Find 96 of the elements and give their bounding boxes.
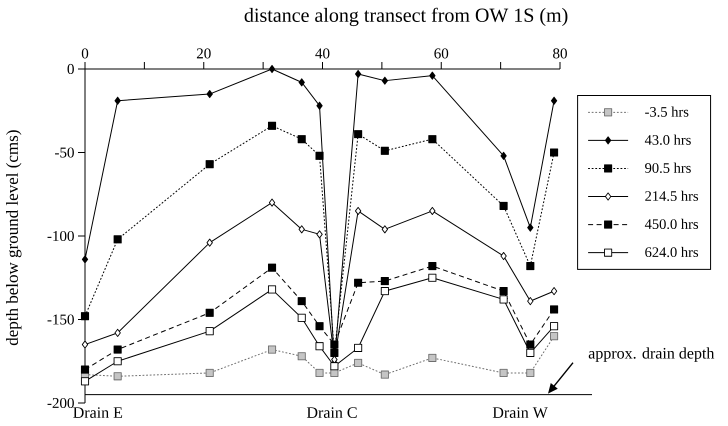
y-tick-label: 0 [68,64,74,74]
point [298,314,306,322]
text: Drain C [306,407,357,418]
y-tick-label: -150 [48,314,74,325]
ref-line-label: approx. drain depth [588,347,714,362]
point [429,72,436,80]
point [316,102,323,110]
x-tick-label: 0 [82,48,88,58]
point [354,344,362,352]
point [114,235,122,244]
point [354,278,362,287]
point [428,274,436,282]
point [354,130,362,138]
point [298,135,306,144]
x-tick-label: 20 [196,48,211,58]
point [268,264,276,272]
point [380,370,389,379]
point [382,76,388,85]
legend-label: 214.5 hrs [645,190,698,201]
point [527,297,534,306]
point [206,368,214,377]
point [550,148,558,157]
point [526,348,534,357]
point [114,372,122,380]
point [80,312,90,320]
point [380,287,389,296]
point [316,230,323,238]
point [315,342,324,350]
point [500,202,508,210]
point [354,358,362,367]
point [500,287,508,296]
point [550,287,558,296]
x-axis-title: distance along transect from OW 1S (m) [244,8,568,26]
point [82,255,88,264]
point [550,322,558,330]
point [268,285,276,294]
legend-label: 43.0 hrs [644,134,691,145]
point [268,64,276,74]
y-tick-label: -100 [48,230,74,242]
point [330,348,338,357]
text: Drain E [73,407,122,418]
point [330,362,338,370]
legend-label: -3.5 hrs [645,106,688,117]
y-tick-label: -200 [48,398,74,408]
point [330,340,338,349]
point [354,70,362,78]
point [429,206,436,215]
point [82,340,88,349]
point [315,152,324,160]
point [298,225,305,234]
point [114,357,122,366]
point [500,368,508,377]
point [114,96,121,105]
legend-label: 450.0 hrs [644,218,698,230]
legend-label: 624.0 hrs [645,246,698,258]
point [80,366,90,374]
point [550,96,558,105]
point [380,277,389,286]
point [500,152,507,160]
point [526,340,534,349]
point [268,122,276,130]
point [206,90,213,98]
point [428,135,436,144]
point [298,78,305,86]
point [428,354,436,362]
point [268,198,276,207]
legend-label: 90.5 hrs [645,162,691,173]
point [550,332,558,340]
x-tick-label: 40 [315,48,330,58]
point [206,238,213,247]
point [206,160,214,168]
point [114,328,121,337]
point [526,368,534,377]
point [428,262,436,270]
point [268,346,276,354]
text: Drain W [492,407,548,418]
point [298,352,306,360]
point [382,225,388,234]
y-tick-label: -50 [55,147,74,158]
point [550,305,558,314]
x-tick-label: 80 [553,48,567,58]
point [527,224,534,232]
x-tick-label: 60 [434,48,448,58]
point [80,377,90,386]
point [206,327,214,336]
point [526,262,534,270]
point [380,146,389,155]
point [206,308,214,317]
point [500,295,508,304]
y-axis-title: depth below ground level (cms) [6,130,22,346]
point [298,297,306,306]
point [354,206,362,215]
point [315,322,324,330]
point [114,346,122,354]
point [315,368,324,377]
point [500,252,507,260]
